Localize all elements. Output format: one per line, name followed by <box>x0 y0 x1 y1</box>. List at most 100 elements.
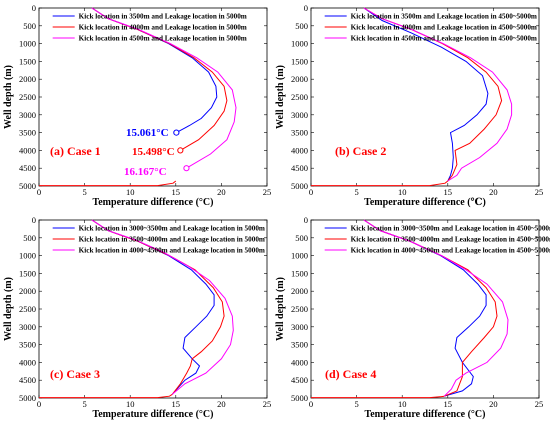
y-axis-label: Well depth (m) <box>275 277 286 341</box>
y-tick-label: 1500 <box>19 268 36 278</box>
bottom-segment <box>39 180 177 187</box>
legend-entry: Kick location in 3000~3500m and Leakage … <box>351 225 550 233</box>
annotation-label: 15.498°C <box>132 146 175 158</box>
annotation-marker <box>183 165 190 172</box>
x-tick-label: 5 <box>354 399 358 409</box>
panel-4: 0 500 1000 1500 2000 2500 3000 3500 4000 4500 5000… <box>275 215 550 420</box>
y-tick-label: 1000 <box>19 39 36 49</box>
annotation-label: 15.061°C <box>126 127 169 139</box>
series-line-3 <box>91 219 234 395</box>
panel-label: (c) Case 3 <box>50 367 100 381</box>
legend-entry: Kick location in 3500m and Leakage locat… <box>351 13 537 21</box>
x-tick-label: 10 <box>398 187 407 197</box>
y-tick-label: 3000 <box>19 110 36 120</box>
panel-2: 0 500 1000 1500 2000 2500 3000 3500 4000 4500 5000… <box>275 3 543 208</box>
x-tick-label: 15 <box>172 399 181 409</box>
y-tick-label: 4500 <box>291 375 308 385</box>
x-axis-label: Temperature difference (℃) <box>364 197 486 208</box>
x-tick-label: 5 <box>354 187 358 197</box>
y-tick-label: 4500 <box>19 163 36 173</box>
legend-entry: Kick location in 4000~4500m and Leakage … <box>351 247 550 255</box>
x-tick-label: 5 <box>82 187 86 197</box>
legend-entry: Kick location in 4500m and Leakage locat… <box>79 35 247 43</box>
panel-label: (b) Case 2 <box>335 144 386 158</box>
annotation-marker <box>173 129 180 136</box>
panel-label: (d) Case 4 <box>325 367 376 381</box>
bottom-segment <box>39 393 173 399</box>
x-tick-label: 10 <box>126 399 135 409</box>
y-tick-label: 0 <box>304 3 308 13</box>
legend-entry: Kick location in 3000~3500m and Leakage … <box>79 225 265 233</box>
y-tick-label: 2000 <box>19 286 36 296</box>
y-tick-label: 4000 <box>19 145 36 155</box>
panel-3: 0 500 1000 1500 2000 2500 3000 3500 4000 4500 5000… <box>3 215 271 420</box>
y-tick-label: 1500 <box>19 56 36 66</box>
y-tick-label: 2500 <box>291 92 308 102</box>
y-tick-label: 4500 <box>291 163 308 173</box>
panel-label: (a) Case 1 <box>50 144 101 158</box>
y-tick-label: 1000 <box>291 39 308 49</box>
legend-entry: Kick location in 4000m and Leakage locat… <box>351 24 537 32</box>
y-tick-label: 3000 <box>291 322 308 332</box>
y-tick-label: 500 <box>23 21 36 31</box>
y-tick-label: 5000 <box>19 393 36 403</box>
y-axis-label: Well depth (m) <box>3 65 14 129</box>
legend-entry: Kick location in 3500~4000m and Leakage … <box>79 236 265 244</box>
x-tick-label: 20 <box>217 399 226 409</box>
y-tick-label: 1500 <box>291 56 308 66</box>
x-tick-label: 25 <box>263 187 272 197</box>
y-tick-label: 3500 <box>19 128 36 138</box>
y-tick-label: 2500 <box>291 304 308 314</box>
plot-frame <box>310 219 540 399</box>
y-tick-label: 2000 <box>19 74 36 84</box>
x-tick-label: 25 <box>535 399 544 409</box>
y-tick-label: 1000 <box>19 251 36 261</box>
legend-entry: Kick location in 4000m and Leakage locat… <box>79 24 247 32</box>
x-tick-label: 20 <box>217 187 226 197</box>
y-tick-label: 1000 <box>291 251 308 261</box>
x-tick-label: 15 <box>172 187 181 197</box>
annotation-marker <box>177 147 184 154</box>
x-tick-label: 15 <box>444 187 453 197</box>
y-tick-label: 3000 <box>291 110 308 120</box>
y-tick-label: 2000 <box>291 286 308 296</box>
bottom-segment <box>311 395 445 399</box>
y-tick-label: 500 <box>295 21 308 31</box>
y-tick-label: 0 <box>32 215 36 225</box>
y-tick-label: 0 <box>32 3 36 13</box>
y-tick-label: 4000 <box>291 145 308 155</box>
y-tick-label: 3500 <box>19 340 36 350</box>
y-tick-label: 2500 <box>19 92 36 102</box>
x-axis-label: Temperature difference (°C) <box>364 409 485 420</box>
y-tick-label: 5000 <box>19 181 36 191</box>
y-tick-label: 2500 <box>19 304 36 314</box>
x-tick-label: 20 <box>489 187 498 197</box>
y-tick-label: 1500 <box>291 268 308 278</box>
y-tick-label: 500 <box>295 233 308 243</box>
panel-1: 0 500 1000 1500 2000 2500 3000 3500 4000 4500 5000… <box>3 3 271 208</box>
series-line-1 <box>363 7 489 182</box>
y-axis-label: Well depth (m) <box>3 277 14 341</box>
legend-entry: Kick location in 3500~4000m and Leakage … <box>351 236 550 244</box>
x-tick-label: 0 <box>37 399 41 409</box>
legend-entry: Kick location in 3500m and Leakage locat… <box>79 13 247 21</box>
series-line-3 <box>363 219 509 397</box>
x-tick-label: 15 <box>444 399 453 409</box>
y-tick-label: 5000 <box>291 181 308 191</box>
y-axis-label: Well depth (m) <box>275 65 286 129</box>
plot-frame <box>38 7 268 187</box>
x-axis-label: Temperature difference (°C) <box>92 409 213 420</box>
legend-entry: Kick location in 4000~4500m and Leakage … <box>79 247 265 255</box>
y-tick-label: 500 <box>23 233 36 243</box>
x-axis-label: Temperature difference (°C) <box>92 197 213 208</box>
x-tick-label: 10 <box>398 399 407 409</box>
y-tick-label: 3000 <box>19 322 36 332</box>
y-tick-label: 3500 <box>291 340 308 350</box>
y-tick-label: 4500 <box>19 375 36 385</box>
y-tick-label: 3500 <box>291 128 308 138</box>
series-line-3 <box>91 7 237 169</box>
x-tick-label: 10 <box>126 187 135 197</box>
x-tick-label: 25 <box>535 187 544 197</box>
annotation-label: 16.167°C <box>124 166 167 178</box>
bottom-segment <box>311 180 449 187</box>
